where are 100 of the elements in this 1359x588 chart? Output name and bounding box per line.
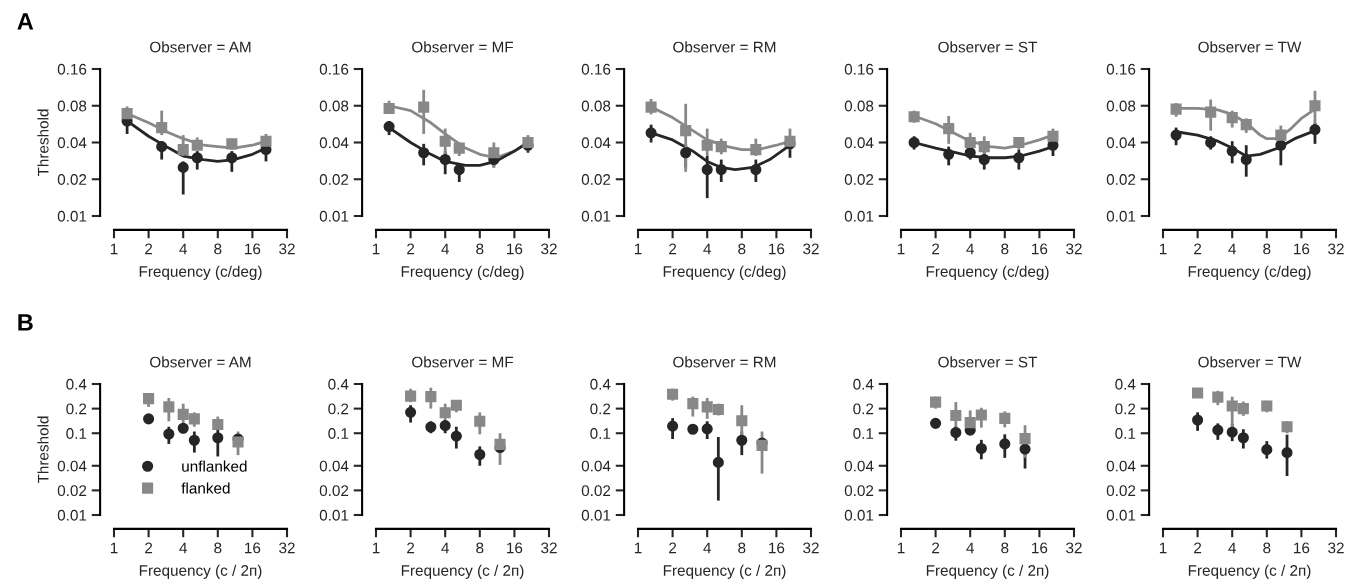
x-tick-label: 4 [1228,243,1236,255]
x-tick-label: 32 [1328,243,1344,255]
chart-title: Observer = RM [673,41,776,53]
y-tick-label: 0.08 [57,100,87,112]
x-tick-label: 1 [1159,243,1167,255]
y-tick-label: 0.01 [57,210,87,222]
y-tick-label: 0.4 [66,378,87,390]
x-axis-title: Frequency (c / 2п) [139,564,262,579]
x-tick-label: 1 [372,542,380,554]
y-axis-title: Threshold [37,416,49,484]
x-tick-label: 2 [145,243,153,255]
x-tick-label: 4 [441,243,449,255]
x-tick-label: 2 [932,243,940,255]
x-tick-label: 16 [245,542,261,554]
y-tick-label: 0.04 [57,460,87,472]
y-tick-label: 0.01 [1106,210,1136,222]
x-tick-label: 1 [110,243,118,255]
x-tick-label: 32 [541,542,557,554]
y-tick-label: 0.04 [581,460,611,472]
x-axis-title: Frequency (c / 2п) [1188,564,1311,579]
x-tick-label: 16 [1032,542,1048,554]
x-tick-label: 8 [738,542,746,554]
x-tick-label: 2 [932,542,940,554]
text: B [18,314,33,331]
y-tick-label: 0.02 [844,174,874,185]
y-tick-label: 0.01 [844,509,874,521]
x-tick-label: 1 [110,542,118,554]
x-tick-label: 4 [179,542,187,554]
chart-title: Observer = AM [150,356,251,368]
x-tick-label: 16 [507,542,523,554]
x-axis-title: Frequency (c / 2п) [401,564,524,579]
x-tick-label: 1 [634,542,642,554]
y-tick-label: 0.01 [1106,509,1136,521]
y-tick-label: 0.02 [319,174,349,185]
y-tick-label: 0.1 [66,428,87,439]
x-tick-label: 1 [1159,542,1167,554]
chart-title: Observer = TW [1198,41,1302,53]
x-axis-title: Frequency (c/deg) [401,265,524,280]
y-tick-label: 0.4 [853,378,874,390]
chart-title: Observer = ST [938,41,1038,53]
legend-label: unflanked [182,460,247,472]
x-tick-label: 8 [1263,243,1271,255]
y-tick-label: 0.08 [844,100,874,112]
y-tick-label: 0.1 [1115,428,1136,439]
x-tick-label: 8 [476,542,484,554]
x-axis-title: Frequency (c/deg) [1188,265,1311,280]
x-tick-label: 8 [1001,542,1009,554]
x-tick-label: 16 [1294,542,1310,554]
y-tick-label: 0.04 [319,460,349,472]
y-tick-label: 0.08 [581,100,611,112]
x-tick-label: 32 [541,243,557,255]
y-tick-label: 0.04 [844,137,874,149]
x-tick-label: 2 [1194,542,1202,554]
x-tick-label: 2 [407,542,415,554]
x-tick-label: 2 [407,243,415,255]
x-tick-label: 4 [179,243,187,255]
y-tick-label: 0.02 [844,485,874,497]
x-tick-label: 16 [1032,243,1048,255]
x-tick-label: 2 [669,243,677,255]
x-tick-label: 8 [1263,542,1271,554]
chart-title: Observer = MF [412,356,514,368]
chart-title: Observer = RM [673,356,776,368]
y-tick-label: 0.16 [1106,63,1136,75]
y-tick-label: 0.01 [319,210,349,222]
y-tick-label: 0.2 [853,403,874,415]
x-tick-label: 16 [769,243,785,255]
chart-title: Observer = ST [938,356,1038,368]
y-tick-label: 0.2 [66,403,87,415]
y-tick-label: 0.04 [57,137,87,149]
y-tick-label: 0.4 [590,378,611,390]
x-tick-label: 4 [1228,542,1236,554]
x-tick-label: 4 [441,542,449,554]
y-tick-label: 0.01 [581,509,611,521]
y-tick-label: 0.04 [581,137,611,149]
x-tick-label: 2 [145,542,153,554]
x-tick-label: 32 [279,542,295,554]
x-tick-label: 32 [803,243,819,255]
x-tick-label: 8 [1001,243,1009,255]
x-tick-label: 8 [476,243,484,255]
y-tick-label: 0.1 [590,428,611,439]
y-tick-label: 0.02 [1106,174,1136,185]
x-axis-title: Frequency (c / 2п) [926,564,1049,579]
y-tick-label: 0.04 [1106,460,1136,472]
x-tick-label: 1 [897,542,905,554]
x-tick-label: 4 [966,542,974,554]
y-tick-label: 0.16 [581,63,611,75]
y-tick-label: 0.1 [853,428,874,439]
y-tick-label: 0.04 [319,137,349,149]
y-tick-label: 0.04 [844,460,874,472]
y-tick-label: 0.01 [319,509,349,521]
y-tick-label: 0.2 [328,403,349,415]
x-tick-label: 16 [769,542,785,554]
x-tick-label: 16 [507,243,523,255]
x-tick-label: 8 [214,243,222,255]
x-tick-label: 32 [1066,542,1082,554]
y-tick-label: 0.01 [581,210,611,222]
y-tick-label: 0.02 [57,174,87,185]
x-tick-label: 8 [214,542,222,554]
y-tick-label: 0.02 [1106,485,1136,497]
x-axis-title: Frequency (c/deg) [139,265,262,280]
